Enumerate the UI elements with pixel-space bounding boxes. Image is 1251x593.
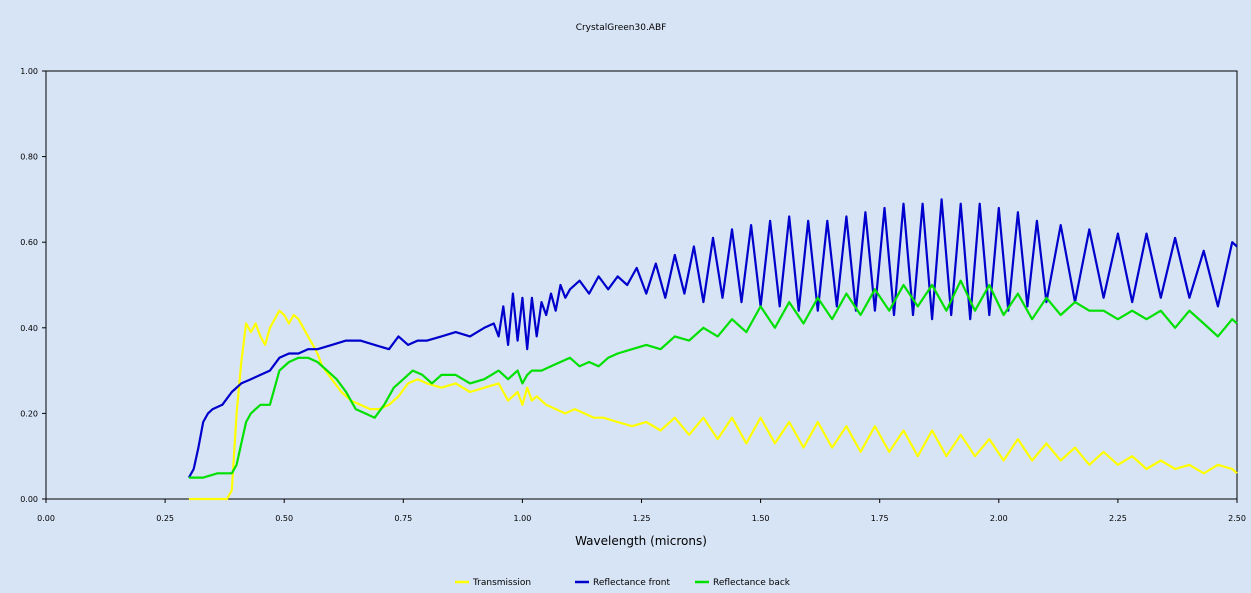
x-tick-label: 0.50 [275,514,293,523]
x-tick-label: 1.00 [513,514,531,523]
y-tick-label: 0.40 [20,324,38,333]
series-lines [187,198,1238,501]
series-line-transmission [188,309,1238,501]
x-axis-label: Wavelength (microns) [575,534,707,548]
y-axis: 0.00 0.20 0.40 0.60 0.80 1.00 [20,67,46,504]
x-tick-label: 0.75 [394,514,412,523]
x-tick-label: 2.50 [1228,514,1246,523]
legend-label: Transmission [472,578,531,588]
x-tick-label: 0.25 [156,514,174,523]
series-line-reflectance-front [187,198,1238,479]
y-tick-label: 0.00 [20,495,38,504]
chart-title: CrystalGreen30.ABF [576,23,667,33]
x-tick-label: 2.00 [990,514,1008,523]
x-tick-label: 0.00 [37,514,55,523]
x-axis: 0.00 0.25 0.50 0.75 1.00 1.25 1.50 1.75 2.00 2.25… [37,499,1246,523]
plot-area [45,70,1238,500]
legend: Transmission Reflectance front Reflectance… [455,578,791,588]
y-tick-label: 1.00 [20,67,38,76]
x-tick-label: 1.25 [633,514,651,523]
legend-label: Reflectance back [713,578,791,588]
legend-label: Reflectance front [593,578,671,588]
x-tick-label: 2.25 [1109,514,1127,523]
x-tick-label: 1.50 [752,514,770,523]
y-tick-label: 0.20 [20,409,38,418]
y-tick-label: 0.80 [20,153,38,162]
x-tick-label: 1.75 [871,514,889,523]
series-line-reflectance-back [188,279,1238,479]
y-tick-label: 0.60 [20,238,38,247]
